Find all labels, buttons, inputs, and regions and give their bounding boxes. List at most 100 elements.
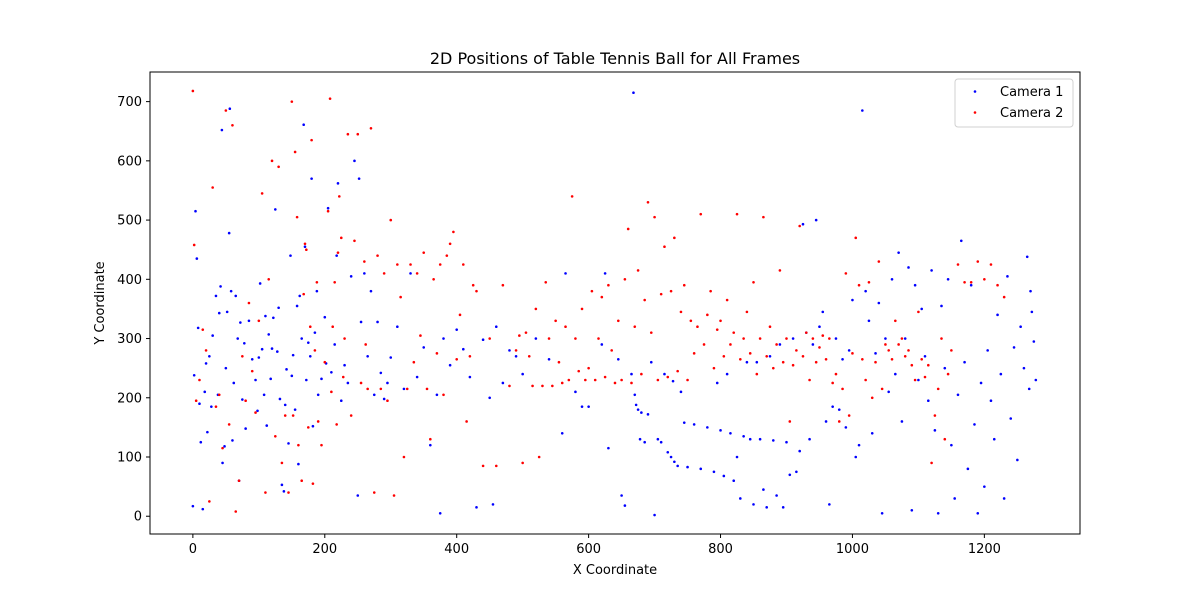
data-point-camera-2 — [310, 138, 313, 142]
data-point-camera-1 — [369, 289, 373, 293]
data-point-camera-2 — [570, 195, 574, 198]
data-point-camera-2 — [442, 393, 445, 397]
data-point-camera-2 — [633, 325, 637, 328]
data-point-camera-2 — [762, 215, 765, 219]
data-point-camera-2 — [260, 192, 264, 195]
data-point-camera-2 — [338, 195, 341, 198]
data-point-camera-2 — [940, 337, 943, 340]
data-point-camera-2 — [788, 420, 792, 423]
data-point-camera-2 — [333, 280, 336, 284]
data-point-camera-2 — [432, 278, 435, 281]
data-point-camera-2 — [732, 331, 736, 334]
data-point-camera-2 — [574, 337, 577, 340]
data-point-camera-1 — [910, 509, 914, 512]
data-point-camera-2 — [191, 89, 195, 93]
data-point-camera-2 — [438, 263, 442, 266]
data-point-camera-1 — [989, 399, 993, 403]
data-point-camera-2 — [920, 357, 923, 361]
data-point-camera-1 — [276, 350, 279, 353]
data-point-camera-2 — [851, 352, 854, 355]
data-point-camera-1 — [943, 366, 947, 370]
data-point-camera-2 — [425, 387, 429, 391]
data-point-camera-1 — [448, 363, 452, 367]
data-point-camera-1 — [600, 343, 604, 346]
data-point-camera-2 — [692, 352, 696, 355]
data-point-camera-2 — [679, 310, 683, 314]
data-point-camera-1 — [732, 479, 736, 482]
data-point-camera-1 — [211, 334, 214, 337]
data-point-camera-2 — [267, 278, 271, 281]
data-point-camera-1 — [335, 254, 338, 257]
data-point-camera-1 — [376, 320, 379, 324]
data-point-camera-1 — [671, 379, 675, 383]
data-point-camera-1 — [208, 355, 211, 358]
data-point-camera-2 — [755, 372, 759, 376]
data-point-camera-1 — [795, 470, 798, 474]
data-point-camera-2 — [913, 378, 917, 382]
data-point-camera-1 — [1009, 417, 1013, 420]
data-point-camera-1 — [429, 443, 432, 447]
data-point-camera-1 — [363, 272, 366, 275]
data-point-camera-2 — [894, 319, 897, 323]
data-point-camera-2 — [696, 325, 699, 328]
data-point-camera-1 — [320, 377, 323, 381]
data-point-camera-2 — [930, 461, 933, 465]
data-point-camera-2 — [748, 352, 752, 355]
data-point-camera-1 — [969, 283, 973, 287]
data-point-camera-1 — [386, 381, 389, 385]
data-point-camera-1 — [438, 511, 442, 515]
y-tick-label: 300 — [117, 332, 142, 347]
data-point-camera-1 — [228, 107, 232, 111]
data-point-camera-1 — [748, 437, 752, 441]
data-point-camera-1 — [244, 427, 247, 430]
x-axis-label: X Coordinate — [573, 563, 657, 578]
data-point-camera-2 — [682, 283, 686, 287]
data-point-camera-1 — [959, 239, 963, 243]
data-point-camera-1 — [227, 231, 231, 235]
data-point-camera-2 — [280, 461, 284, 465]
data-point-camera-2 — [194, 399, 198, 403]
data-point-camera-1 — [979, 381, 983, 385]
data-point-camera-2 — [224, 109, 228, 112]
data-point-camera-2 — [976, 260, 980, 263]
data-point-camera-2 — [419, 334, 422, 337]
y-axis-label: Y Coordinate — [93, 261, 108, 345]
data-point-camera-2 — [475, 289, 478, 293]
data-point-camera-2 — [364, 343, 367, 346]
data-point-camera-1 — [745, 360, 749, 364]
data-point-camera-1 — [603, 272, 607, 275]
data-point-camera-1 — [913, 283, 917, 287]
data-point-camera-1 — [214, 294, 218, 298]
data-point-camera-1 — [930, 269, 933, 272]
data-point-camera-1 — [623, 504, 627, 507]
data-point-camera-2 — [389, 218, 393, 222]
data-point-camera-1 — [580, 405, 584, 408]
data-point-camera-2 — [405, 387, 409, 391]
data-point-camera-2 — [847, 414, 851, 417]
data-point-camera-2 — [307, 426, 310, 429]
data-point-camera-2 — [897, 343, 900, 346]
data-point-camera-2 — [557, 360, 561, 364]
data-point-camera-2 — [412, 360, 416, 364]
data-point-camera-2 — [715, 328, 719, 331]
data-point-camera-1 — [269, 377, 273, 381]
data-point-camera-1 — [302, 123, 305, 127]
data-point-camera-2 — [399, 295, 402, 299]
data-point-camera-1 — [742, 434, 745, 438]
data-point-camera-1 — [201, 507, 205, 511]
data-point-camera-2 — [494, 464, 498, 468]
data-point-camera-2 — [198, 378, 201, 382]
data-point-camera-1 — [1022, 366, 1026, 370]
y-tick-label: 100 — [117, 451, 142, 466]
data-point-camera-2 — [300, 479, 304, 482]
data-point-camera-2 — [620, 378, 623, 382]
data-point-camera-2 — [607, 283, 610, 287]
data-point-camera-2 — [409, 263, 412, 266]
data-point-camera-2 — [686, 378, 689, 382]
data-point-camera-2 — [653, 215, 656, 219]
data-point-camera-1 — [333, 343, 336, 346]
data-point-camera-2 — [584, 378, 587, 382]
data-point-camera-2 — [227, 423, 231, 426]
data-point-camera-2 — [669, 289, 673, 293]
data-point-camera-1 — [298, 294, 302, 298]
